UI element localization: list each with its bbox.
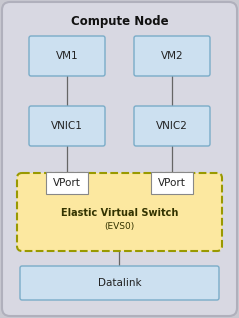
FancyBboxPatch shape <box>46 172 88 194</box>
Text: Datalink: Datalink <box>98 278 141 288</box>
FancyBboxPatch shape <box>17 173 222 251</box>
FancyBboxPatch shape <box>151 172 193 194</box>
FancyBboxPatch shape <box>134 106 210 146</box>
FancyBboxPatch shape <box>2 2 237 316</box>
Text: VNIC2: VNIC2 <box>156 121 188 131</box>
Text: VPort: VPort <box>53 178 81 188</box>
Text: VM1: VM1 <box>56 51 78 61</box>
Text: (EVS0): (EVS0) <box>104 222 135 231</box>
FancyBboxPatch shape <box>20 266 219 300</box>
Text: VNIC1: VNIC1 <box>51 121 83 131</box>
FancyBboxPatch shape <box>134 36 210 76</box>
Text: Elastic Virtual Switch: Elastic Virtual Switch <box>61 208 178 218</box>
FancyBboxPatch shape <box>29 36 105 76</box>
Text: VPort: VPort <box>158 178 186 188</box>
Text: Compute Node: Compute Node <box>71 16 168 29</box>
FancyBboxPatch shape <box>29 106 105 146</box>
Text: VM2: VM2 <box>161 51 183 61</box>
